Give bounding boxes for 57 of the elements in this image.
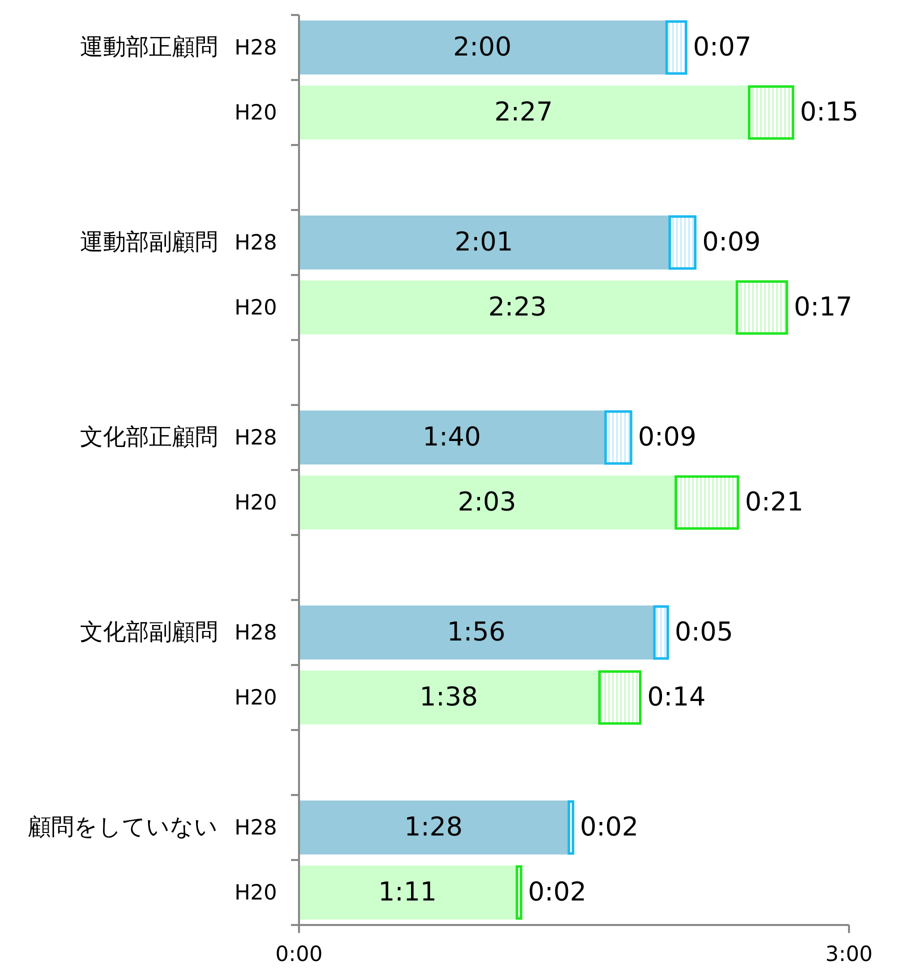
y-tick-label: H28 xyxy=(234,816,277,840)
y-tick-label: H20 xyxy=(234,296,277,320)
bar xyxy=(299,606,654,660)
data-label: 0:07 xyxy=(693,32,752,62)
bar xyxy=(668,215,696,270)
data-label: 0:14 xyxy=(647,682,706,712)
bar xyxy=(516,865,522,920)
y-tick-label: H28 xyxy=(234,36,277,60)
text: 運動部正顧問 xyxy=(80,34,218,60)
y-tick-label: H28 xyxy=(234,620,277,644)
bar xyxy=(299,216,669,270)
data-label: 0:02 xyxy=(580,812,638,842)
text: 運動部副顧問 xyxy=(80,230,218,256)
data-label: 2:00 xyxy=(453,32,512,62)
bar xyxy=(299,670,598,724)
data-label: 2:01 xyxy=(454,228,514,258)
data-label: 1:11 xyxy=(378,878,437,908)
y-tick-label: H28 xyxy=(234,230,277,254)
y-tick-label: H20 xyxy=(234,100,277,124)
data-label: 0:05 xyxy=(674,618,734,648)
bar xyxy=(299,86,748,140)
bar xyxy=(653,605,669,660)
data-label: 1:28 xyxy=(404,812,463,842)
bar xyxy=(568,800,574,855)
data-label: 0:02 xyxy=(528,878,586,908)
data-label: 2:27 xyxy=(494,98,553,128)
text: 顧問をしていない xyxy=(28,814,218,840)
data-label: 0:17 xyxy=(794,292,852,322)
data-label: 1:40 xyxy=(422,422,481,452)
bar xyxy=(299,20,666,74)
data-label: 1:38 xyxy=(420,682,478,712)
text: 文化部正顧問 xyxy=(80,424,218,450)
y-tick-label: H28 xyxy=(234,426,277,450)
y-tick-label: H20 xyxy=(234,880,277,904)
data-label: 0:15 xyxy=(800,98,858,128)
data-label: 1:56 xyxy=(447,618,506,648)
y-tick-label: H20 xyxy=(234,490,277,514)
bar xyxy=(736,280,788,335)
text: 文化部副顧問 xyxy=(80,620,218,646)
bar xyxy=(299,476,675,530)
bar xyxy=(748,85,794,140)
data-label: 0:09 xyxy=(638,422,696,452)
bar xyxy=(299,800,568,854)
bar xyxy=(674,475,740,530)
data-label: 0:09 xyxy=(702,228,761,258)
data-label: 0:21 xyxy=(745,488,804,518)
bar xyxy=(598,670,642,725)
x-tick-label: 3:00 xyxy=(825,942,873,966)
y-tick-label: H20 xyxy=(234,686,277,710)
bar xyxy=(299,866,516,920)
bar xyxy=(604,410,632,465)
bar xyxy=(299,280,736,334)
x-tick-label: 0:00 xyxy=(275,942,323,966)
bar xyxy=(665,20,688,75)
data-label: 2:03 xyxy=(458,488,516,518)
data-label: 2:23 xyxy=(488,292,547,322)
bar xyxy=(299,410,605,464)
